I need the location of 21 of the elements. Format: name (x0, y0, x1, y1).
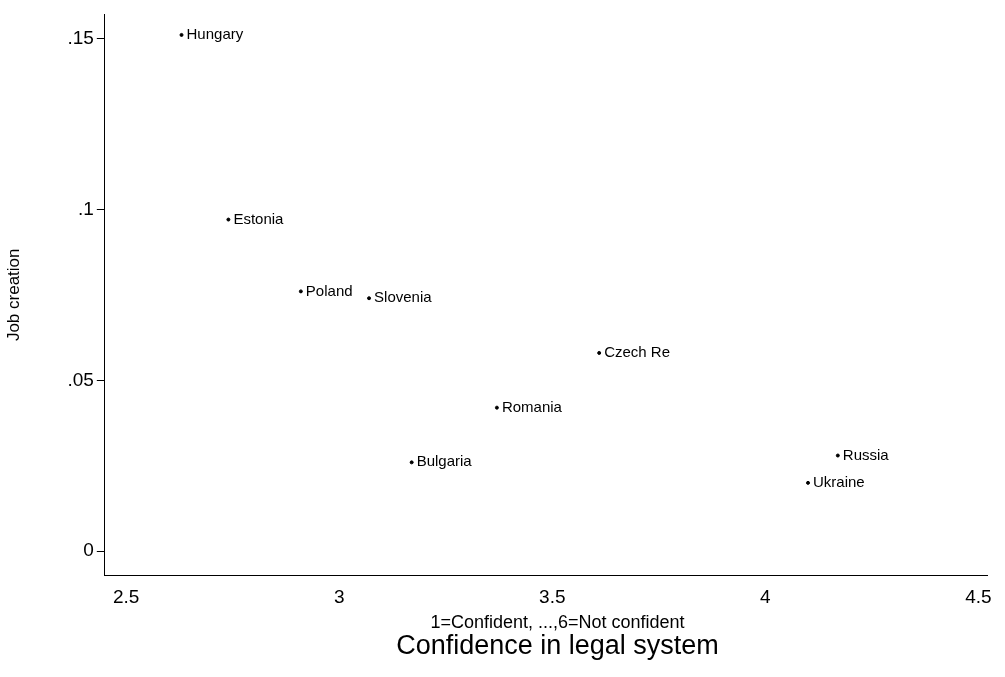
y-tick-label: 0 (83, 539, 94, 561)
data-label: Czech Re (604, 343, 671, 361)
x-tick-label: 4.5 (965, 585, 992, 607)
data-label: Poland (305, 281, 353, 299)
y-axis-title: Job creation (3, 248, 23, 342)
x-tick-label: 3 (333, 585, 345, 607)
data-label: Romania (501, 397, 563, 415)
data-label: Hungary (186, 25, 244, 43)
x-tick-label: 2.5 (112, 585, 140, 607)
data-label: Russia (842, 445, 890, 463)
data-label: Ukraine (813, 473, 865, 491)
y-tick-label: .1 (77, 197, 94, 219)
x-axis-title: Confidence in legal system (395, 630, 720, 661)
x-tick-label: 3.5 (539, 585, 566, 607)
data-label: Bulgaria (416, 452, 473, 470)
y-tick-label: .15 (67, 26, 94, 48)
text: 1=Confident, ...,6=Not confident (429, 612, 686, 633)
data-label: Slovenia (374, 288, 433, 306)
y-tick-label: .05 (67, 368, 94, 390)
x-tick-label: 4 (760, 585, 772, 607)
data-label: Estonia (233, 209, 285, 227)
